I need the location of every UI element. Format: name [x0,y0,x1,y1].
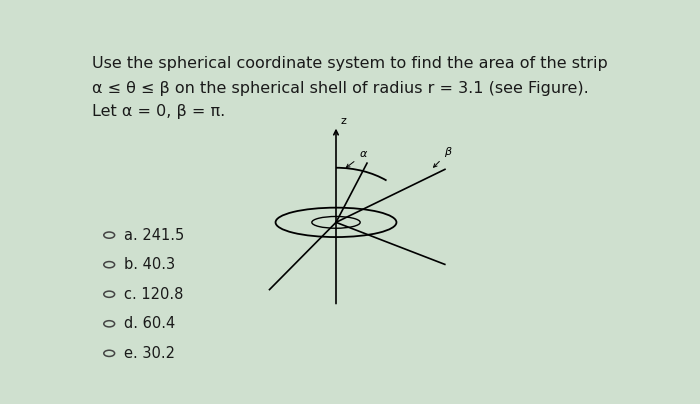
Text: $\alpha$: $\alpha$ [346,149,368,168]
Text: c. 120.8: c. 120.8 [125,287,184,302]
Text: d. 60.4: d. 60.4 [125,316,176,331]
Text: z: z [341,116,346,126]
Text: a. 241.5: a. 241.5 [125,227,185,243]
Text: b. 40.3: b. 40.3 [125,257,176,272]
Text: α ≤ θ ≤ β on the spherical shell of radius r = 3.1 (see Figure).: α ≤ θ ≤ β on the spherical shell of radi… [92,81,589,96]
Text: Let α = 0, β = π.: Let α = 0, β = π. [92,105,225,120]
Text: $\beta$: $\beta$ [433,145,453,167]
Text: e. 30.2: e. 30.2 [125,346,176,361]
Text: Use the spherical coordinate system to find the area of the strip: Use the spherical coordinate system to f… [92,56,608,71]
